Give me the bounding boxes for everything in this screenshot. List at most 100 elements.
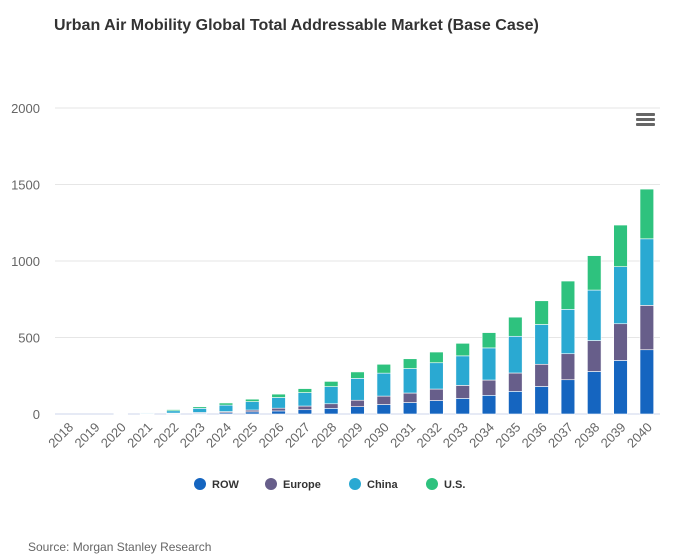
bar-row-2030[interactable] [376, 404, 391, 415]
bar-us-2024[interactable] [218, 402, 234, 406]
bar-row-2026[interactable] [271, 410, 286, 415]
bar-china-2032[interactable] [429, 362, 444, 390]
bar-china-2035[interactable] [508, 335, 523, 374]
bar-row-2025[interactable] [245, 411, 260, 415]
x-axis-ticks: 2018201920202021202220232024202520262027… [45, 420, 655, 451]
bar-us-2038[interactable] [587, 255, 602, 291]
bar-europe-2031[interactable] [402, 392, 418, 403]
bar-us-2037[interactable] [560, 280, 576, 310]
bar-us-2036[interactable] [534, 300, 549, 325]
bar-europe-2037[interactable] [560, 353, 576, 381]
bar-row-2036[interactable] [534, 386, 549, 415]
bar-china-2030[interactable] [376, 372, 391, 397]
bar-us-2026[interactable] [271, 393, 286, 398]
bar-us-2040[interactable] [639, 188, 654, 240]
chart-title: Urban Air Mobility Global Total Addressa… [54, 17, 539, 34]
bar-china-2037[interactable] [560, 309, 576, 355]
bar-us-2023[interactable] [192, 406, 207, 409]
bar-us-2034[interactable] [481, 332, 497, 349]
legend-label: U.S. [444, 479, 465, 491]
x-tick-label: 2026 [256, 420, 287, 451]
legend-item-row[interactable]: ROW [194, 478, 240, 491]
bar-us-2020[interactable] [113, 413, 128, 415]
bar-europe-2030[interactable] [376, 395, 391, 405]
bar-china-2038[interactable] [587, 289, 602, 341]
bar-row-2040[interactable] [639, 349, 654, 415]
x-tick-label: 2027 [282, 420, 313, 451]
y-tick-label: 1500 [11, 178, 40, 193]
bar-china-2024[interactable] [218, 404, 234, 412]
bar-us-2030[interactable] [376, 363, 391, 374]
legend-swatch [349, 478, 361, 490]
bar-china-2023[interactable] [192, 408, 207, 413]
x-tick-label: 2033 [440, 420, 471, 451]
bar-row-2037[interactable] [560, 379, 576, 415]
bar-row-2034[interactable] [481, 395, 497, 415]
legend-swatch [426, 478, 438, 490]
bar-china-2033[interactable] [455, 355, 470, 386]
bar-us-2032[interactable] [429, 351, 444, 364]
x-tick-label: 2038 [571, 420, 602, 451]
bar-europe-2027[interactable] [297, 405, 313, 411]
bar-china-2029[interactable] [350, 378, 365, 401]
bar-china-2022[interactable] [166, 410, 181, 414]
x-tick-label: 2035 [492, 420, 523, 451]
x-tick-label: 2025 [229, 420, 260, 451]
bar-us-2029[interactable] [350, 371, 365, 379]
bar-europe-2033[interactable] [455, 385, 470, 399]
bar-europe-2028[interactable] [324, 403, 339, 409]
bar-us-2028[interactable] [324, 381, 339, 387]
bar-us-2035[interactable] [508, 316, 523, 337]
legend-item-europe[interactable]: Europe [265, 478, 321, 491]
menu-line [636, 123, 655, 126]
bar-us-2021[interactable] [139, 412, 155, 414]
bar-us-2025[interactable] [245, 398, 260, 402]
source-note: Source: Morgan Stanley Research [28, 540, 212, 554]
legend-item-us[interactable]: U.S. [426, 478, 465, 491]
hamburger-menu-icon[interactable] [636, 113, 655, 129]
bar-europe-2039[interactable] [613, 323, 628, 361]
bar-europe-2032[interactable] [429, 388, 444, 401]
x-tick-label: 2024 [203, 420, 234, 451]
bar-china-2040[interactable] [639, 238, 654, 306]
bar-china-2031[interactable] [402, 368, 418, 394]
x-tick-label: 2020 [98, 420, 129, 451]
bar-row-2038[interactable] [587, 371, 602, 415]
bar-row-2035[interactable] [508, 391, 523, 415]
bar-us-2039[interactable] [613, 224, 628, 267]
bar-europe-2038[interactable] [587, 340, 602, 372]
bar-us-2033[interactable] [455, 343, 470, 357]
bar-europe-2036[interactable] [534, 363, 549, 387]
bar-china-2025[interactable] [245, 401, 260, 411]
bar-china-2027[interactable] [297, 392, 313, 407]
x-tick-label: 2021 [124, 420, 155, 451]
bar-row-2032[interactable] [429, 400, 444, 415]
bar-row-2028[interactable] [324, 408, 339, 415]
bar-row-2029[interactable] [350, 406, 365, 415]
legend-swatch [265, 478, 277, 490]
bar-china-2026[interactable] [271, 397, 286, 409]
y-tick-label: 0 [33, 407, 40, 422]
bar-us-2027[interactable] [297, 388, 313, 393]
bar-europe-2026[interactable] [271, 407, 286, 412]
x-tick-label: 2031 [387, 420, 418, 451]
bar-europe-2034[interactable] [481, 379, 497, 396]
bar-europe-2035[interactable] [508, 372, 523, 392]
bar-china-2039[interactable] [613, 266, 628, 325]
bar-row-2039[interactable] [613, 360, 628, 415]
bar-row-2033[interactable] [455, 398, 470, 415]
bar-china-2028[interactable] [324, 386, 339, 405]
x-tick-label: 2028 [308, 420, 339, 451]
bar-europe-2029[interactable] [350, 399, 365, 407]
x-tick-label: 2037 [545, 420, 576, 451]
bar-china-2036[interactable] [534, 324, 549, 365]
bar-us-2022[interactable] [166, 409, 181, 412]
bar-row-2031[interactable] [402, 402, 418, 415]
bar-china-2034[interactable] [481, 347, 497, 381]
x-tick-label: 2023 [177, 420, 208, 451]
bar-europe-2040[interactable] [639, 305, 654, 351]
bar-us-2031[interactable] [402, 358, 418, 369]
x-tick-label: 2036 [519, 420, 550, 451]
legend-item-china[interactable]: China [349, 478, 398, 491]
bar-row-2027[interactable] [297, 409, 313, 415]
